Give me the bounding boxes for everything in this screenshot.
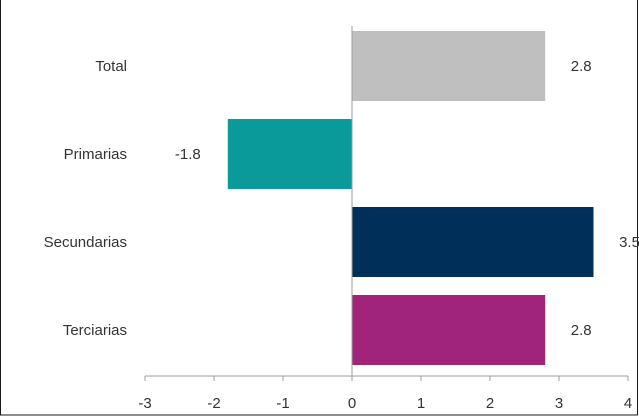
x-ticks-group: -3 -2 -1 0 1 2 3 4 [138,376,632,412]
x-tick-label: -3 [138,395,151,412]
x-tick-label: 3 [555,395,563,412]
bars-group [227,31,594,365]
bar-total [352,31,546,101]
category-label-secundarias: Secundarias [44,234,127,251]
data-label-primarias: -1.8 [175,146,201,163]
bar-terciarias [352,295,546,365]
bar-secundarias [352,207,594,277]
category-label-total: Total [95,58,127,75]
x-tick-label: -1 [276,395,289,412]
x-tick-label: 4 [624,395,632,412]
bar-primarias [227,119,352,189]
category-label-terciarias: Terciarias [63,322,127,339]
data-label-secundarias: 3.5 [619,234,639,251]
x-tick-label: 1 [417,395,425,412]
category-label-primarias: Primarias [64,146,127,163]
value-labels-group: 2.8 -1.8 3.5 2.8 [175,58,639,339]
x-tick-label: 2 [486,395,494,412]
data-label-total: 2.8 [571,58,592,75]
x-tick-label: -2 [207,395,220,412]
category-labels-group: Total Primarias Secundarias Terciarias [44,58,127,339]
x-tick-label: 0 [348,395,356,412]
data-label-terciarias: 2.8 [571,322,592,339]
